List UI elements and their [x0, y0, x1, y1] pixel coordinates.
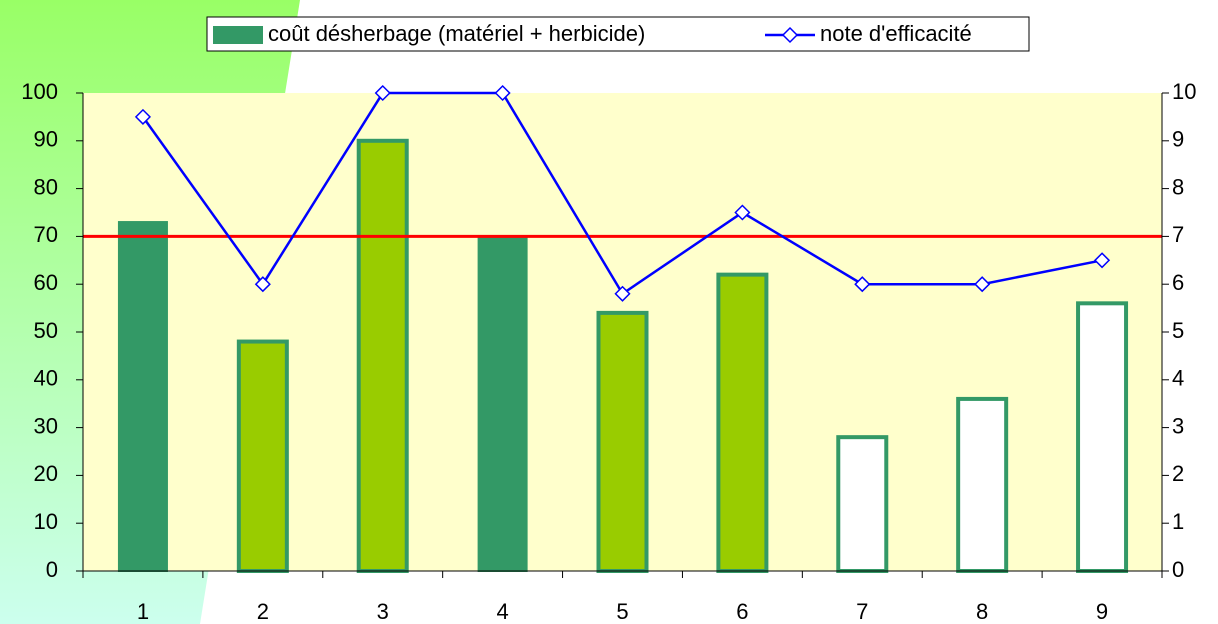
bar [716, 272, 769, 573]
bar [596, 310, 649, 573]
line-marker [614, 285, 631, 302]
legend-marker [781, 26, 799, 44]
bar [356, 138, 409, 574]
line-marker [494, 84, 511, 102]
bar [477, 235, 528, 572]
y-tick-label: 80 [34, 174, 58, 199]
bar [956, 396, 1009, 574]
x-tick-label: 7 [856, 599, 868, 624]
bar [236, 339, 289, 573]
line-marker [734, 204, 751, 221]
y-tick-label: 30 [34, 413, 58, 438]
line-marker [1093, 252, 1111, 269]
legend-swatch [213, 26, 263, 44]
y-tick-label: 60 [34, 270, 58, 295]
line-marker [854, 276, 871, 293]
x-tick-label: 3 [377, 599, 389, 624]
legend-label: coût désherbage (matériel + herbicide) [268, 21, 645, 46]
legend-box [206, 16, 1030, 52]
y2-tick-label: 0 [1172, 557, 1184, 582]
y2-tick-label: 6 [1172, 270, 1184, 295]
y2-tick-label: 9 [1172, 127, 1184, 152]
x-tick-label: 6 [736, 599, 748, 624]
x-tick-label: 8 [976, 599, 988, 624]
y-tick-label: 70 [34, 222, 58, 247]
line-marker [134, 108, 152, 125]
bar [117, 221, 168, 572]
y-tick-label: 40 [34, 366, 58, 391]
x-tick-label: 2 [257, 599, 269, 624]
y2-tick-label: 1 [1172, 509, 1184, 534]
y-tick-label: 50 [34, 318, 58, 343]
bar [836, 435, 889, 573]
y-tick-label: 90 [34, 127, 58, 152]
y-tick-label: 100 [21, 79, 58, 104]
y2-tick-label: 5 [1172, 318, 1184, 343]
x-tick-label: 9 [1096, 599, 1108, 624]
y2-tick-label: 4 [1172, 366, 1184, 391]
legend-label: note d'efficacité [820, 21, 972, 46]
y-tick-label: 10 [34, 509, 58, 534]
bar [1076, 301, 1129, 573]
y2-tick-label: 2 [1172, 461, 1184, 486]
y-tick-label: 20 [34, 461, 58, 486]
x-tick-label: 4 [496, 599, 508, 624]
line-marker [374, 84, 391, 102]
line-marker [254, 276, 271, 293]
x-tick-label: 5 [616, 599, 628, 624]
y2-tick-label: 7 [1172, 222, 1184, 247]
y2-tick-label: 3 [1172, 413, 1184, 438]
y2-tick-label: 10 [1172, 79, 1196, 104]
x-tick-label: 1 [137, 599, 149, 624]
y-tick-label: 0 [46, 557, 58, 582]
y2-tick-label: 8 [1172, 174, 1184, 199]
line-marker [974, 276, 991, 293]
